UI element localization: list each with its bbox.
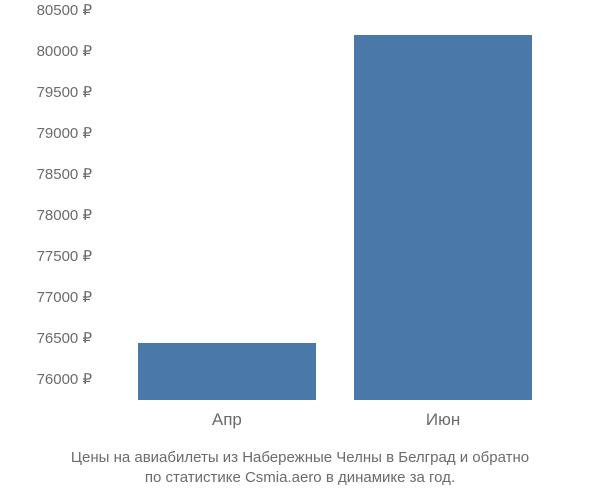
y-tick-label: 80000 ₽ — [37, 42, 100, 60]
y-tick-label: 80500 ₽ — [37, 1, 100, 19]
x-tick-label: Июн — [426, 400, 460, 430]
y-tick-label: 77000 ₽ — [37, 288, 100, 306]
price-chart: 76000 ₽ 76500 ₽ 77000 ₽ 77500 ₽ 78000 ₽ 78500… — [0, 0, 600, 500]
chart-caption: Цены на авиабилеты из Набережные Челны в… — [0, 448, 600, 489]
y-tick-label: 78500 ₽ — [37, 165, 100, 183]
bar — [138, 343, 317, 400]
y-tick-label: 79500 ₽ — [37, 83, 100, 101]
y-tick-label: 76000 ₽ — [37, 370, 100, 388]
x-tick-label: Апр — [212, 400, 242, 430]
y-tick-label: 77500 ₽ — [37, 247, 100, 265]
y-tick-label: 76500 ₽ — [37, 329, 100, 347]
y-tick-label: 78000 ₽ — [37, 206, 100, 224]
plot-area: 76000 ₽76500 ₽77000 ₽77500 ₽78000 ₽78500… — [100, 10, 570, 400]
bar — [354, 35, 533, 400]
y-tick-label: 79000 ₽ — [37, 124, 100, 142]
caption-line-1: Цены на авиабилеты из Набережные Челны в… — [71, 449, 529, 466]
caption-line-2: по статистике Csmia.aero в динамике за г… — [145, 469, 455, 486]
